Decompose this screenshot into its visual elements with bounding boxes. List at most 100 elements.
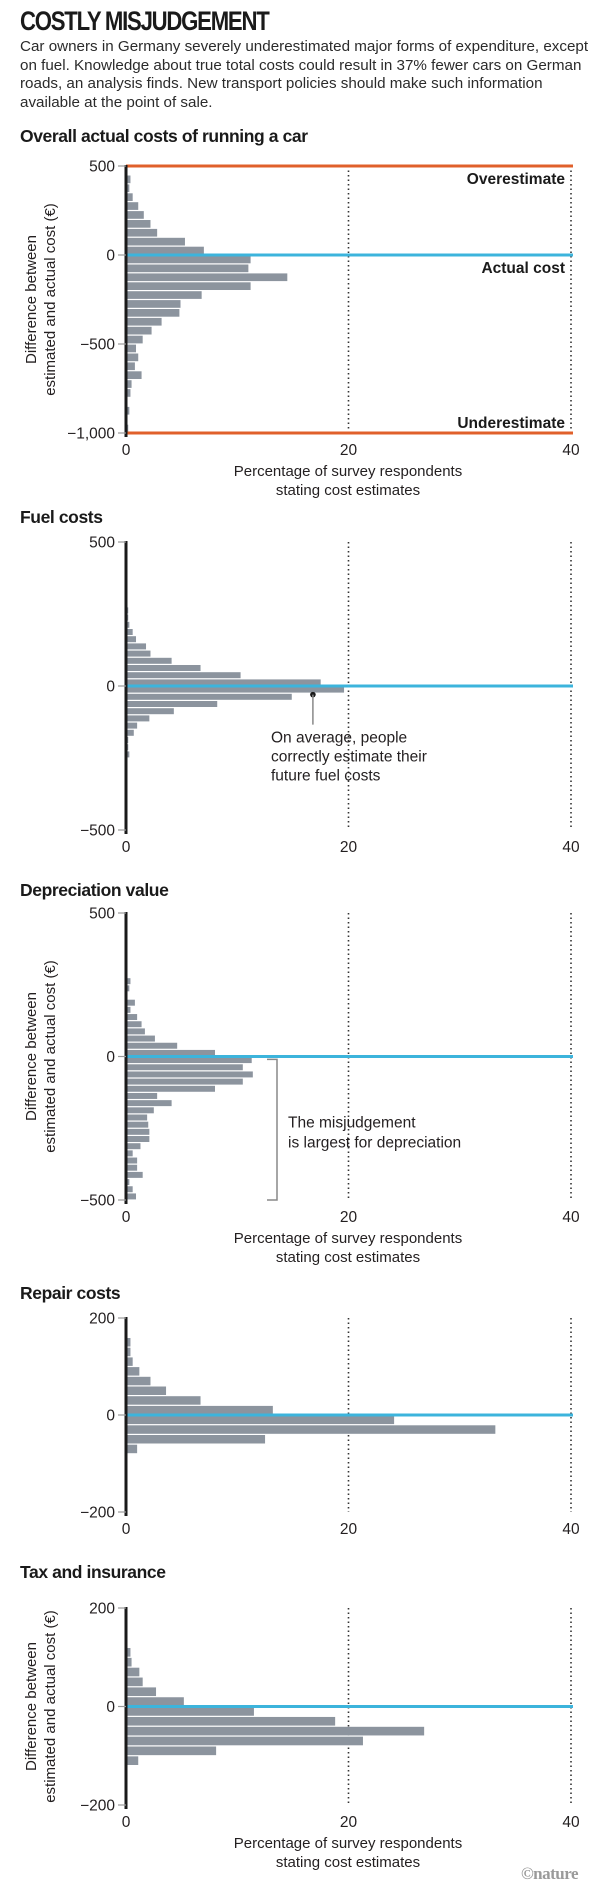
y-tick-label: 500 (89, 906, 115, 923)
chart-fuel-costs: 500 0 −500 0 20 40 On average, people correctly… (80, 535, 580, 857)
x-tick-label: 20 (340, 442, 358, 459)
histogram-bar (126, 1114, 148, 1121)
histogram-bar (126, 1143, 141, 1150)
annotation-text-line: The misjudgement (288, 1115, 416, 1132)
histogram-bar (126, 629, 133, 635)
x-axis-title-line1: Percentage of survey respondents (234, 1230, 462, 1247)
y-axis-title-line2: estimated and actual cost (€) (42, 960, 59, 1153)
x-tick-label: 40 (562, 1209, 580, 1226)
y-tick-label: −1,000 (67, 426, 115, 443)
histogram-bar (126, 1179, 130, 1186)
histogram-bar (126, 650, 151, 657)
histogram-bar (126, 1107, 154, 1114)
y-axis-title-line1: Difference between (23, 1642, 40, 1771)
histogram-bar (126, 1435, 266, 1444)
histogram-bar (126, 1347, 131, 1357)
histogram-bar (126, 1014, 138, 1021)
histogram-bar (126, 344, 137, 353)
y-tick-label: 200 (89, 1601, 115, 1618)
histogram-bar (126, 1396, 201, 1405)
histogram-bar (126, 1367, 140, 1376)
histogram-bar (126, 1021, 142, 1028)
histogram-bar (126, 193, 133, 201)
histogram-bar (126, 722, 138, 729)
y-tick-label: −200 (80, 1505, 115, 1522)
x-tick-label: 0 (122, 1521, 131, 1538)
histogram-bar (126, 220, 151, 228)
y-tick-label: −500 (80, 337, 115, 354)
histogram-bar (126, 273, 288, 282)
histogram-bar (126, 1687, 157, 1697)
histogram-bar (126, 255, 251, 264)
annotation-dot (310, 691, 316, 698)
x-tick-label: 0 (122, 442, 131, 459)
histogram-bar (126, 228, 158, 237)
chart-repair-costs: 200 0 −200 0 20 40 (80, 1311, 580, 1539)
reference-line-label: Underestimate (457, 415, 565, 432)
histogram-bar (126, 1071, 253, 1078)
histogram-bar (126, 175, 131, 184)
panel-title-overall: Overall actual costs of running a car (20, 126, 308, 146)
x-tick-label: 0 (122, 839, 131, 856)
chart-depreciation: 500 0 −500 0 20 40 Percentage of survey respon… (23, 906, 580, 1267)
histogram-bar (126, 1425, 496, 1434)
histogram-bar (126, 1756, 139, 1765)
histogram-bar (126, 362, 135, 371)
x-tick-label: 40 (562, 442, 580, 459)
histogram-bar (126, 1726, 425, 1736)
histogram-bar (126, 1193, 137, 1200)
panel-title-fuel: Fuel costs (20, 507, 103, 527)
histogram-bar (126, 1128, 150, 1135)
reference-line-label: Actual cost (481, 260, 565, 277)
histogram-bar (126, 999, 135, 1006)
histogram-bar (126, 1736, 363, 1746)
histogram-bar (126, 184, 130, 193)
histogram-bar (126, 317, 162, 326)
y-tick-label: −500 (80, 823, 115, 840)
histogram-bar (126, 1078, 243, 1085)
histogram-bar (126, 1386, 167, 1395)
histogram-bar (126, 1057, 252, 1064)
page-title: COSTLY MISJUDGEMENT (20, 6, 270, 36)
histogram-bar (126, 237, 185, 246)
annotation-text-line: is largest for depreciation (288, 1135, 461, 1152)
y-tick-label: 0 (106, 1049, 115, 1066)
histogram-bar (126, 1415, 395, 1425)
x-tick-label: 0 (122, 1814, 131, 1831)
histogram-bar (126, 282, 251, 290)
y-axis-title: Difference between estimated and actual c… (23, 203, 59, 396)
histogram-bar (126, 1150, 133, 1157)
histogram-bar (126, 1049, 215, 1056)
y-axis-title: Difference between estimated and actual c… (23, 960, 59, 1153)
histogram-bar (126, 1136, 150, 1142)
x-tick-label: 20 (340, 1209, 358, 1226)
histogram-bar (126, 679, 321, 686)
histogram-bar (126, 636, 137, 643)
nature-credit: ©nature (520, 1864, 579, 1883)
histogram-bar (126, 202, 139, 210)
histogram-bar (126, 701, 218, 707)
reference-line-label: Overestimate (467, 171, 566, 188)
histogram-bar (126, 1657, 132, 1667)
x-axis-title-line1: Percentage of survey respondents (234, 1835, 462, 1852)
x-tick-label: 40 (562, 1814, 580, 1831)
annotation-text-line: future fuel costs (271, 768, 381, 785)
y-axis-title-line1: Difference between (23, 992, 40, 1121)
histogram-bar (126, 1121, 149, 1128)
histogram-bar (126, 326, 152, 335)
histogram-bar (126, 686, 345, 693)
histogram-bar (126, 1186, 133, 1193)
page-subtitle: Car owners in Germany severely underesti… (20, 38, 589, 111)
y-tick-label: −200 (80, 1798, 115, 1815)
y-tick-label: 0 (106, 248, 115, 265)
y-tick-label: 200 (89, 1311, 115, 1328)
histogram-bar (126, 1707, 254, 1716)
y-axis-title-line2: estimated and actual cost (€) (42, 1610, 59, 1803)
histogram-bar (126, 1357, 133, 1366)
histogram-bar (126, 715, 150, 722)
histogram-bar (126, 751, 130, 758)
histogram-bar (126, 729, 134, 736)
histogram-bar (126, 1171, 143, 1178)
y-tick-label: 500 (89, 159, 115, 176)
histogram-bar (126, 406, 130, 415)
